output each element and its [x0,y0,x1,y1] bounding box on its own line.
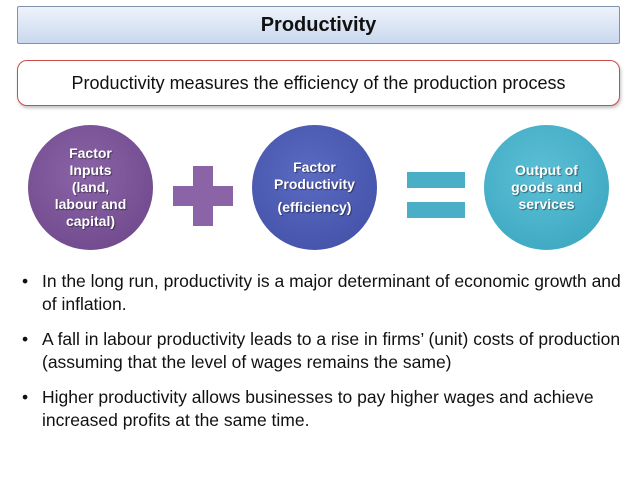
factor-inputs-circle: Factor Inputs (land, labour and capital) [28,125,153,250]
factor-inputs-line: capital) [65,213,115,229]
factor-productivity-line: Productivity [274,176,355,192]
output-line: Output of [515,162,578,178]
output-line: goods and [511,179,582,195]
equals-icon [407,172,465,218]
bullet-item: • In the long run, productivity is a maj… [20,270,630,316]
equals-bar-top [407,172,465,188]
factor-productivity-circle: Factor Productivity (efficiency) [252,125,377,250]
bullet-dot: • [22,271,29,291]
bullet-item: • Higher productivity allows businesses … [20,386,630,432]
factor-inputs-line: (land, [71,179,110,195]
factor-productivity-line: Factor [293,159,336,175]
bullet-text: Higher productivity allows businesses to… [42,387,594,430]
plus-bar-vertical [193,166,213,226]
page-title: Productivity [260,13,377,36]
output-line: services [518,196,575,212]
bullet-list: • In the long run, productivity is a maj… [20,270,630,444]
bullet-text: In the long run, productivity is a major… [42,271,621,314]
equals-bar-bottom [407,202,465,218]
definition-text: Productivity measures the efficiency of … [71,72,566,93]
bullet-item: • A fall in labour productivity leads to… [20,328,630,374]
factor-inputs-line: Factor [69,145,112,161]
title-box: Productivity [17,6,620,44]
bullet-text: A fall in labour productivity leads to a… [42,329,621,372]
factor-inputs-line: Inputs [69,162,112,178]
plus-icon [173,166,233,226]
factor-productivity-line: (efficiency) [277,199,352,215]
factor-inputs-line: labour and [54,196,127,212]
bullet-dot: • [22,329,29,349]
bullet-dot: • [22,387,29,407]
output-circle: Output of goods and services [484,125,609,250]
definition-box: Productivity measures the efficiency of … [17,60,620,106]
